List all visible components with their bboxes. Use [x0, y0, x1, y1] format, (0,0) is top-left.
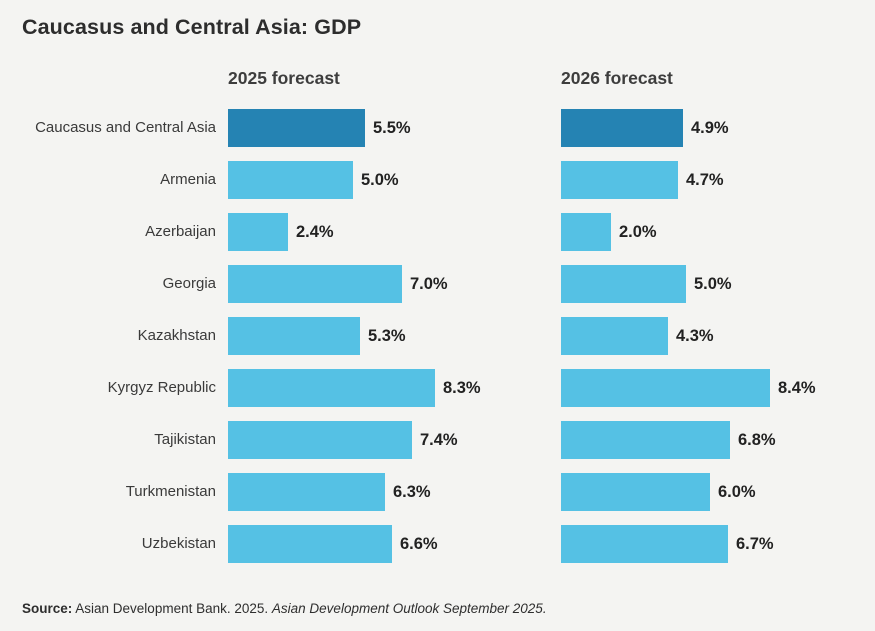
chart-row: Uzbekistan 6.6% 6.7% [0, 518, 875, 570]
chart-row: Kazakhstan 5.3% 4.3% [0, 310, 875, 362]
bar-cell-2025: 5.0% [228, 154, 561, 206]
bar-cell-2026: 6.8% [561, 414, 875, 466]
bar [561, 213, 611, 251]
bar [228, 213, 288, 251]
category-label: Kazakhstan [137, 326, 216, 344]
bar-value-label: 6.0% [718, 482, 756, 501]
bar-cell-2025: 5.5% [228, 102, 561, 154]
bar-cell-2025: 6.3% [228, 466, 561, 518]
bar-value-label: 7.0% [410, 274, 448, 293]
bar [561, 473, 710, 511]
bar-value-label: 5.3% [368, 326, 406, 345]
bar [228, 369, 435, 407]
chart-row: Turkmenistan 6.3% 6.0% [0, 466, 875, 518]
bar-cell-2026: 4.7% [561, 154, 875, 206]
bar-value-label: 4.7% [686, 170, 724, 189]
bar-value-label: 6.7% [736, 534, 774, 553]
bar-value-label: 5.5% [373, 118, 411, 137]
bar-chart-rows: Caucasus and Central Asia 5.5% 4.9% Armenia… [0, 102, 875, 570]
bar-cell-2026: 5.0% [561, 258, 875, 310]
bar [228, 421, 412, 459]
header-2026-forecast: 2026 forecast [561, 67, 673, 88]
chart-row: Kyrgyz Republic 8.3% 8.4% [0, 362, 875, 414]
column-headers: 2025 forecast 2026 forecast [0, 67, 875, 89]
category-label: Georgia [162, 274, 216, 292]
chart-row: Tajikistan 7.4% 6.8% [0, 414, 875, 466]
source-label: Source: [22, 601, 73, 616]
bar-cell-2025: 7.4% [228, 414, 561, 466]
source-note: Source: Asian Development Bank. 2025. As… [22, 601, 875, 616]
bar-value-label: 5.0% [694, 274, 732, 293]
bar-cell-2026: 6.0% [561, 466, 875, 518]
chart-row: Armenia 5.0% 4.7% [0, 154, 875, 206]
bar-value-label: 4.9% [691, 118, 729, 137]
bar-value-label: 5.0% [361, 170, 399, 189]
bar [228, 317, 360, 355]
bar [228, 265, 402, 303]
bar-value-label: 2.4% [296, 222, 334, 241]
bar-value-label: 4.3% [676, 326, 714, 345]
bar [561, 421, 730, 459]
bar [561, 109, 683, 147]
bar-value-label: 7.4% [420, 430, 458, 449]
chart-title: Caucasus and Central Asia: GDP [22, 15, 362, 39]
category-label: Armenia [160, 170, 216, 188]
source-text: Asian Development Bank. 2025. [72, 601, 272, 616]
bar [228, 161, 353, 199]
bar-cell-2026: 8.4% [561, 362, 875, 414]
category-label: Tajikistan [154, 430, 216, 448]
bar-cell-2026: 4.3% [561, 310, 875, 362]
bar-value-label: 6.6% [400, 534, 438, 553]
bar [228, 473, 385, 511]
bar [228, 109, 365, 147]
bar-cell-2026: 2.0% [561, 206, 875, 258]
bar-cell-2025: 2.4% [228, 206, 561, 258]
bar [561, 369, 770, 407]
bar-cell-2026: 6.7% [561, 518, 875, 570]
header-2025-forecast: 2025 forecast [228, 67, 340, 88]
bar [561, 265, 686, 303]
bar [228, 525, 392, 563]
bar [561, 317, 668, 355]
category-label: Caucasus and Central Asia [35, 118, 216, 136]
category-label: Turkmenistan [125, 482, 216, 500]
bar-value-label: 8.4% [778, 378, 816, 397]
bar-cell-2025: 8.3% [228, 362, 561, 414]
chart-row: Azerbaijan 2.4% 2.0% [0, 206, 875, 258]
bar-value-label: 8.3% [443, 378, 481, 397]
bar-value-label: 6.8% [738, 430, 776, 449]
bar-value-label: 6.3% [393, 482, 431, 501]
bar [561, 161, 678, 199]
bar-value-label: 2.0% [619, 222, 657, 241]
bar-cell-2025: 7.0% [228, 258, 561, 310]
chart-row: Georgia 7.0% 5.0% [0, 258, 875, 310]
bar-cell-2025: 6.6% [228, 518, 561, 570]
category-label: Azerbaijan [145, 222, 216, 240]
bar [561, 525, 728, 563]
category-label: Kyrgyz Republic [107, 378, 216, 396]
bar-cell-2026: 4.9% [561, 102, 875, 154]
source-publication: Asian Development Outlook September 2025… [271, 601, 547, 616]
bar-cell-2025: 5.3% [228, 310, 561, 362]
category-label: Uzbekistan [141, 534, 216, 552]
chart-row: Caucasus and Central Asia 5.5% 4.9% [0, 102, 875, 154]
